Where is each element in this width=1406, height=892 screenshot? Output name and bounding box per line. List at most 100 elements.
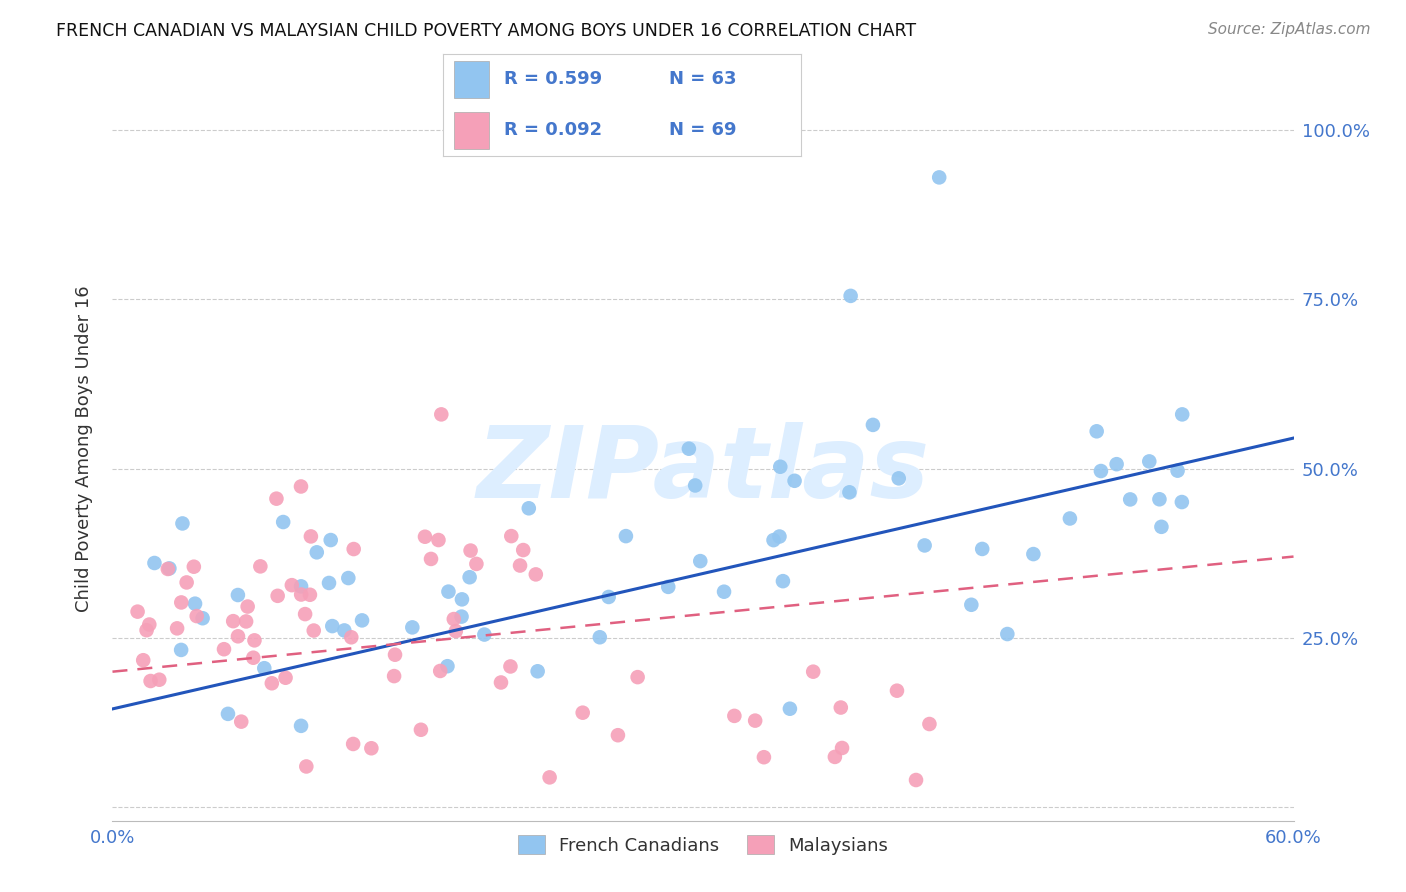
Point (598, 590, 620, 604)
Point (290, 579, 312, 593)
Point (340, 630, 363, 644)
Point (526, 665, 548, 679)
Point (1022, 547, 1045, 561)
Point (1150, 520, 1173, 534)
Point (972, 541, 994, 556)
Point (499, 659, 522, 673)
Point (538, 770, 561, 784)
Point (450, 609, 472, 624)
Point (713, 584, 735, 599)
Point (333, 624, 356, 638)
Point (458, 570, 481, 584)
Point (1119, 492, 1142, 507)
Point (260, 676, 283, 690)
Point (384, 648, 406, 662)
Point (437, 584, 460, 599)
Text: N = 63: N = 63 (669, 70, 737, 88)
Point (451, 592, 474, 607)
Point (176, 575, 198, 590)
Point (290, 479, 312, 493)
Point (824, 750, 846, 764)
Point (243, 633, 266, 648)
Point (657, 580, 679, 594)
Point (509, 558, 531, 573)
Point (627, 670, 650, 684)
Point (249, 559, 271, 574)
Point (191, 611, 214, 625)
Point (281, 578, 304, 592)
Point (501, 529, 523, 543)
Point (723, 709, 745, 723)
Point (1171, 408, 1194, 422)
Point (678, 442, 700, 456)
Point (427, 533, 450, 547)
Point (474, 627, 496, 641)
Point (236, 599, 259, 614)
Point (831, 741, 853, 756)
Point (1085, 425, 1108, 439)
Point (465, 557, 488, 571)
Point (143, 556, 166, 570)
Point (779, 702, 801, 716)
Text: R = 0.599: R = 0.599 (503, 70, 602, 88)
Text: FRENCH CANADIAN VS MALAYSIAN CHILD POVERTY AMONG BOYS UNDER 16 CORRELATION CHART: FRENCH CANADIAN VS MALAYSIAN CHILD POVER… (56, 22, 917, 40)
Point (139, 673, 162, 688)
Point (170, 595, 193, 609)
Point (1149, 492, 1171, 507)
Point (157, 561, 180, 575)
Point (231, 714, 253, 729)
Point (299, 529, 322, 543)
Point (127, 605, 149, 619)
Point (839, 289, 862, 303)
Point (148, 673, 170, 687)
Point (413, 530, 436, 544)
Point (489, 675, 512, 690)
Point (302, 624, 325, 638)
Point (589, 630, 612, 644)
Point (226, 629, 249, 643)
Point (429, 664, 451, 678)
Point (517, 501, 540, 516)
Point (242, 650, 264, 665)
Point (135, 623, 157, 637)
Point (266, 491, 288, 506)
Point (290, 719, 312, 733)
Point (132, 653, 155, 667)
Point (217, 706, 239, 721)
Point (420, 552, 443, 566)
Point (138, 617, 160, 632)
Point (614, 529, 637, 543)
Text: Source: ZipAtlas.com: Source: ZipAtlas.com (1208, 22, 1371, 37)
Point (156, 562, 179, 576)
Point (886, 683, 908, 698)
Point (170, 643, 193, 657)
Point (1167, 464, 1189, 478)
Point (512, 543, 534, 558)
Point (253, 661, 276, 675)
Point (862, 417, 884, 432)
Point (290, 587, 312, 601)
Point (184, 597, 207, 611)
Point (342, 737, 364, 751)
Point (443, 612, 465, 626)
Point (524, 567, 547, 582)
Point (226, 588, 249, 602)
Point (436, 659, 458, 673)
Point (762, 533, 785, 548)
Point (271, 515, 294, 529)
Point (1171, 495, 1194, 509)
Point (783, 474, 806, 488)
Point (295, 759, 318, 773)
Point (343, 542, 366, 557)
Point (409, 723, 432, 737)
Point (460, 543, 482, 558)
Point (887, 471, 910, 485)
Point (222, 614, 245, 628)
Point (928, 170, 950, 185)
Point (321, 619, 343, 633)
Point (172, 516, 194, 531)
Point (914, 538, 936, 552)
Text: N = 69: N = 69 (669, 121, 737, 139)
Point (337, 571, 360, 585)
Bar (454, 112, 489, 149)
